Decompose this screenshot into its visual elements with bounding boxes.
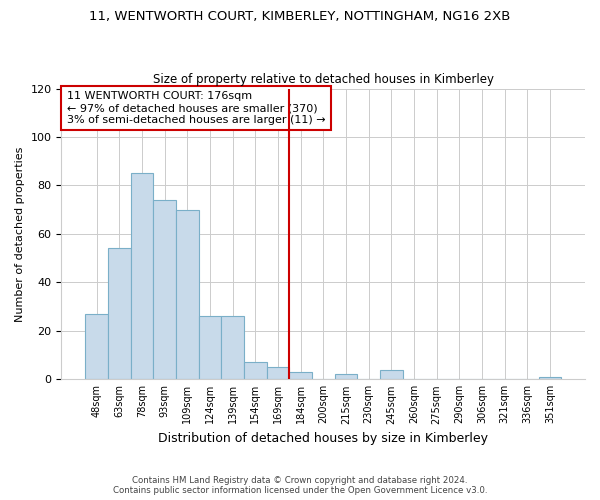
Bar bbox=[108, 248, 131, 380]
Bar bbox=[221, 316, 244, 380]
Bar bbox=[131, 174, 153, 380]
Title: Size of property relative to detached houses in Kimberley: Size of property relative to detached ho… bbox=[153, 73, 494, 86]
Bar bbox=[380, 370, 403, 380]
Text: Contains HM Land Registry data © Crown copyright and database right 2024.
Contai: Contains HM Land Registry data © Crown c… bbox=[113, 476, 487, 495]
Bar bbox=[176, 210, 199, 380]
Text: 11 WENTWORTH COURT: 176sqm
← 97% of detached houses are smaller (370)
3% of semi: 11 WENTWORTH COURT: 176sqm ← 97% of deta… bbox=[67, 92, 325, 124]
Bar bbox=[153, 200, 176, 380]
Bar bbox=[289, 372, 312, 380]
Bar bbox=[539, 377, 561, 380]
Bar bbox=[244, 362, 266, 380]
Bar bbox=[266, 367, 289, 380]
Bar bbox=[335, 374, 357, 380]
Text: 11, WENTWORTH COURT, KIMBERLEY, NOTTINGHAM, NG16 2XB: 11, WENTWORTH COURT, KIMBERLEY, NOTTINGH… bbox=[89, 10, 511, 23]
Bar bbox=[85, 314, 108, 380]
Y-axis label: Number of detached properties: Number of detached properties bbox=[15, 146, 25, 322]
Bar bbox=[199, 316, 221, 380]
X-axis label: Distribution of detached houses by size in Kimberley: Distribution of detached houses by size … bbox=[158, 432, 488, 445]
